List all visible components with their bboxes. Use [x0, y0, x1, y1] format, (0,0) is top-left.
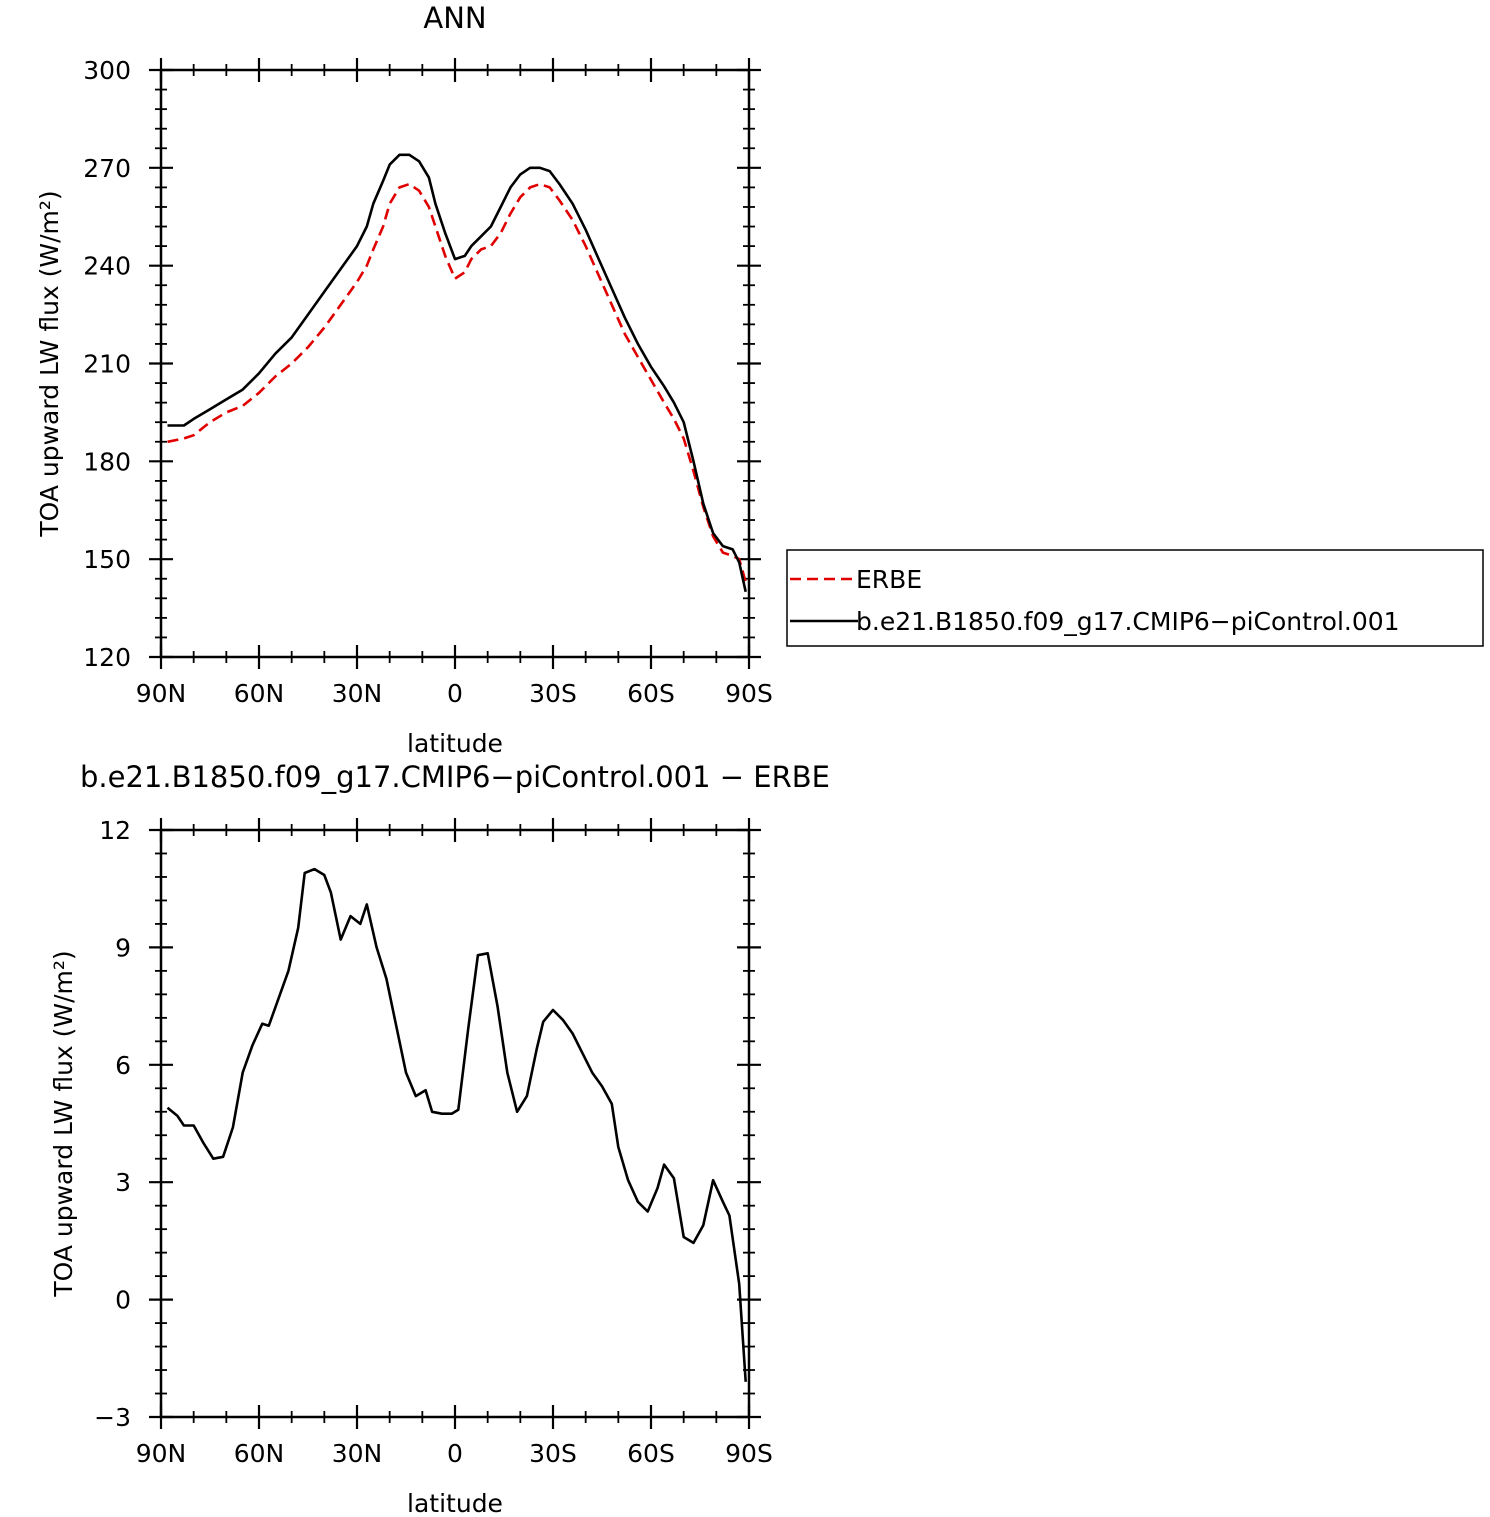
- top-panel: ANN 90N 60N 30N 0 30S 60S 90S 300 270 240 210 180 150…: [35, 1, 1484, 758]
- y-tick-label: 240: [83, 252, 131, 281]
- x-tick-label: 0: [447, 1439, 463, 1468]
- y-tick-label: 120: [83, 643, 131, 672]
- series-line-0: [166, 867, 747, 1382]
- x-tick-label: 60S: [627, 1439, 675, 1468]
- legend: ERBE b.e21.B1850.f09_g17.CMIP6−piControl.…: [786, 549, 1484, 647]
- x-tick-label: 90N: [136, 1439, 187, 1468]
- y-axis-label: TOA upward LW flux (W/m²): [49, 950, 78, 1297]
- x-tick-label: 30N: [332, 1439, 383, 1468]
- x-tick-label: 90S: [725, 1439, 773, 1468]
- y-tick-label: 180: [83, 447, 131, 476]
- y-axis-label: TOA upward LW flux (W/m²): [35, 190, 64, 537]
- legend-box: [786, 549, 1484, 647]
- chart-title: b.e21.B1850.f09_g17.CMIP6−piControl.001 …: [80, 760, 830, 794]
- x-tick-label: 90S: [725, 679, 773, 708]
- y-tick-label: 270: [83, 154, 131, 183]
- y-tick-label: 6: [115, 1051, 131, 1080]
- legend-label-0: ERBE: [856, 565, 922, 594]
- plot-frame: [159, 68, 751, 659]
- x-tick-label: 30S: [529, 679, 577, 708]
- y-tick-label: 12: [99, 816, 131, 845]
- x-tick-label: 60S: [627, 679, 675, 708]
- x-tick-label: 60N: [234, 679, 285, 708]
- y-tick-label: 3: [115, 1168, 131, 1197]
- x-tick-label: 90N: [136, 679, 187, 708]
- y-tick-label: 300: [83, 56, 131, 85]
- legend-label-1: b.e21.B1850.f09_g17.CMIP6−piControl.001: [856, 607, 1400, 636]
- x-tick-label: 30S: [529, 1439, 577, 1468]
- series-line-0: [167, 182, 747, 583]
- chart-title: ANN: [423, 1, 486, 35]
- y-tick-label: 9: [115, 933, 131, 962]
- y-tick-label: 150: [83, 545, 131, 574]
- y-tick-label: −3: [94, 1403, 131, 1432]
- x-tick-label: 60N: [234, 1439, 285, 1468]
- y-tick-label: 0: [115, 1286, 131, 1315]
- plot-frame: [159, 828, 751, 1419]
- series-line-1: [167, 153, 747, 593]
- x-tick-label: 30N: [332, 679, 383, 708]
- x-tick-label: 0: [447, 679, 463, 708]
- x-axis-label: latitude: [407, 729, 503, 758]
- bottom-panel: b.e21.B1850.f09_g17.CMIP6−piControl.001 …: [49, 760, 830, 1517]
- y-tick-label: 210: [83, 350, 131, 379]
- x-axis-label: latitude: [407, 1489, 503, 1517]
